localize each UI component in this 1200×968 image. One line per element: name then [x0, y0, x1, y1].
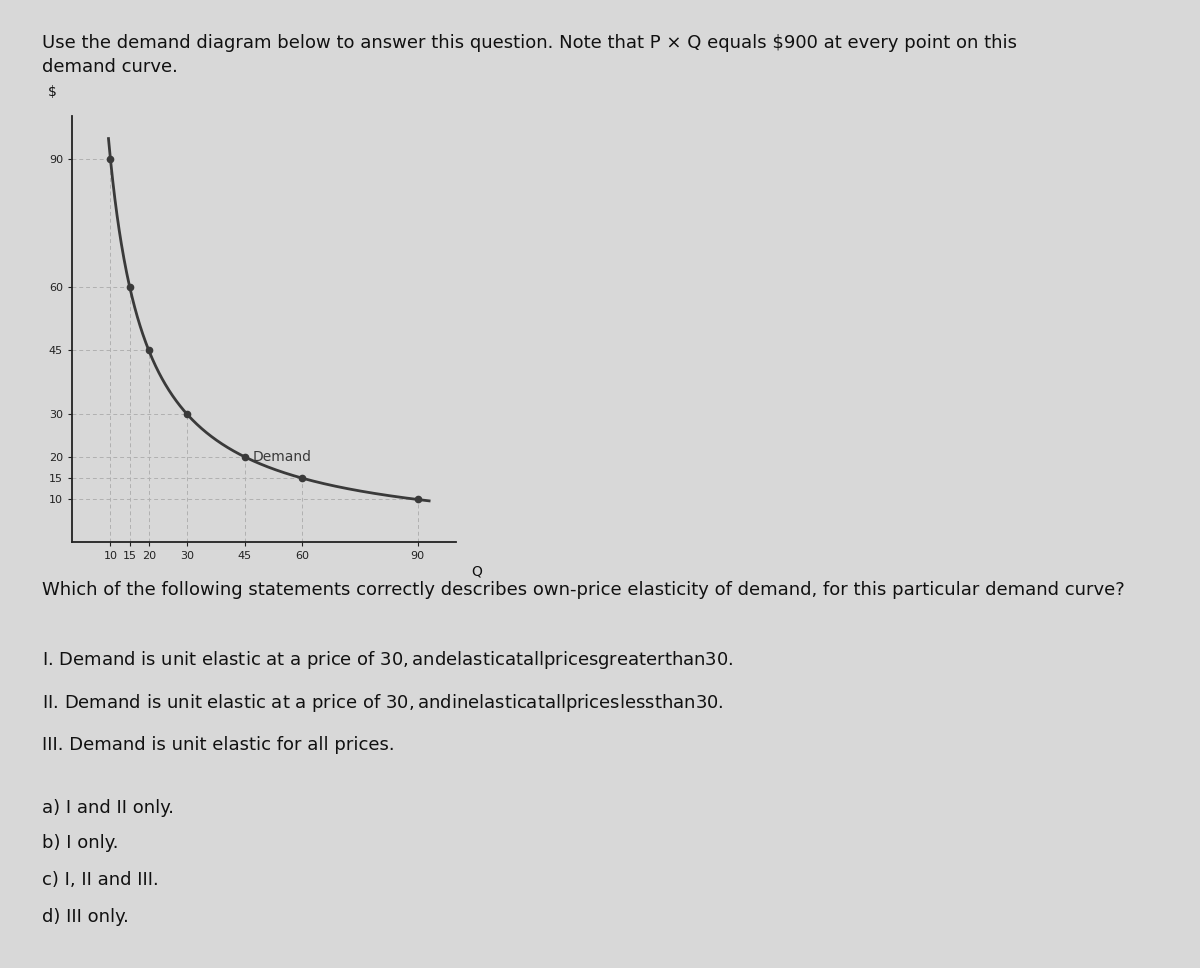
Text: III. Demand is unit elastic for all prices.: III. Demand is unit elastic for all pric…: [42, 736, 395, 754]
Text: Which of the following statements correctly describes own-price elasticity of de: Which of the following statements correc…: [42, 581, 1124, 599]
Text: a) I and II only.: a) I and II only.: [42, 799, 174, 817]
Text: I. Demand is unit elastic at a price of $30, and elastic at all prices greater t: I. Demand is unit elastic at a price of …: [42, 649, 733, 671]
Text: Use the demand diagram below to answer this question. Note that P × Q equals $90: Use the demand diagram below to answer t…: [42, 34, 1018, 52]
Text: Demand: Demand: [252, 450, 312, 464]
Text: b) I only.: b) I only.: [42, 834, 119, 853]
Text: $: $: [48, 85, 58, 99]
Text: c) I, II and III.: c) I, II and III.: [42, 871, 158, 890]
Text: demand curve.: demand curve.: [42, 58, 178, 76]
Text: Q: Q: [472, 565, 482, 579]
Text: d) III only.: d) III only.: [42, 908, 128, 926]
Text: II. Demand is unit elastic at a price of $30, and inelastic at all prices less t: II. Demand is unit elastic at a price of…: [42, 692, 724, 714]
